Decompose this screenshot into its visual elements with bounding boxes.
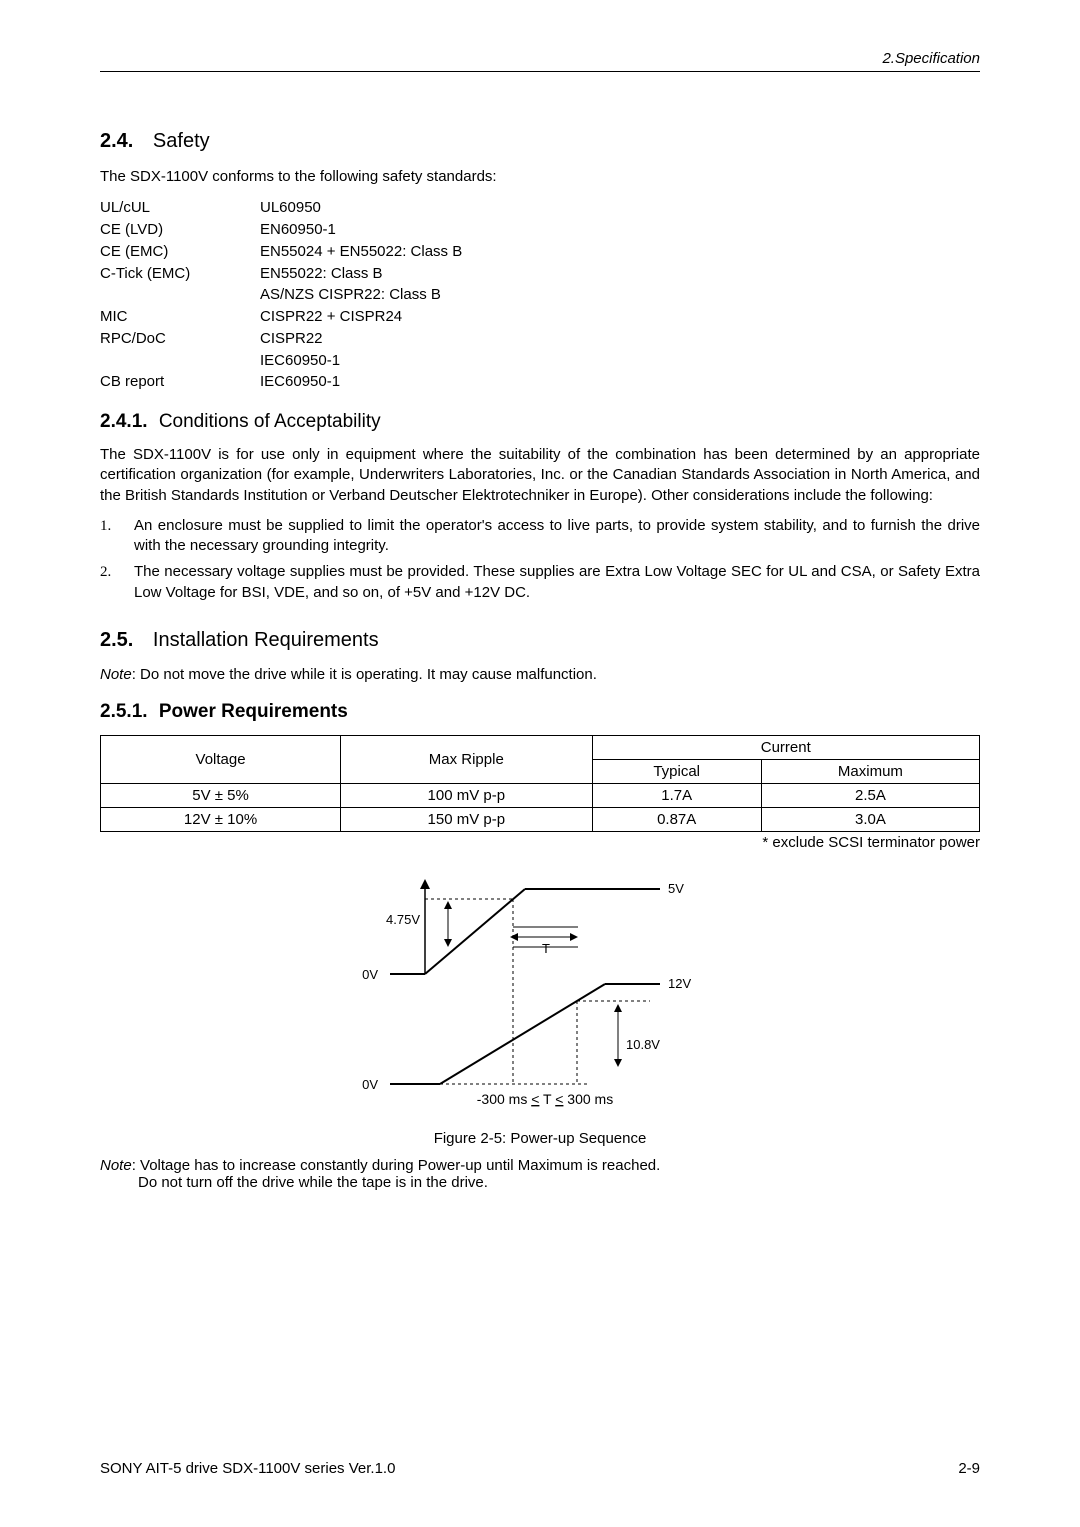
table-footnote: * exclude SCSI terminator power xyxy=(100,834,980,851)
safety-row: CB reportIEC60950-1 xyxy=(100,371,980,393)
label-0v-upper: 0V xyxy=(362,967,378,982)
safety-row: C-Tick (EMC)EN55022: Class B xyxy=(100,263,980,285)
cell-typical: 0.87A xyxy=(592,807,761,831)
section-2-5-heading: 2.5. Installation Requirements xyxy=(100,629,980,652)
safety-value: CISPR22 xyxy=(260,328,980,350)
section-title: Installation Requirements xyxy=(153,629,379,651)
col-voltage: Voltage xyxy=(101,735,341,783)
section-number: 2.5.1. xyxy=(100,701,148,723)
note-label: Note xyxy=(100,1157,132,1174)
safety-row: UL/cULUL60950 xyxy=(100,197,980,219)
label-5v: 5V xyxy=(668,881,684,896)
safety-label: CB report xyxy=(100,371,260,393)
conditions-list: 1.An enclosure must be supplied to limit… xyxy=(100,516,980,603)
cell-ripple: 100 mV p-p xyxy=(341,783,592,807)
chapter-header: 2.Specification xyxy=(100,50,980,72)
label-range: -300 ms < T < 300 ms xyxy=(477,1091,613,1107)
page-footer: SONY AIT-5 drive SDX-1100V series Ver.1.… xyxy=(100,1460,980,1477)
safety-label: MIC xyxy=(100,306,260,328)
power-up-figure: 0V 5V 4.75V T 0V 12V 10.8 xyxy=(100,869,980,1147)
section-2-4-1-heading: 2.4.1. Conditions of Acceptability xyxy=(100,411,980,433)
safety-row: IEC60950-1 xyxy=(100,350,980,372)
safety-row: CE (LVD)EN60950-1 xyxy=(100,219,980,241)
conditions-paragraph: The SDX-1100V is for use only in equipme… xyxy=(100,445,980,506)
label-0v-lower: 0V xyxy=(362,1077,378,1092)
safety-value: EN60950-1 xyxy=(260,219,980,241)
figure-caption: Figure 2-5: Power-up Sequence xyxy=(100,1130,980,1147)
col-ripple: Max Ripple xyxy=(341,735,592,783)
col-maximum: Maximum xyxy=(761,759,979,783)
cell-maximum: 3.0A xyxy=(761,807,979,831)
safety-label xyxy=(100,284,260,306)
footer-right: 2-9 xyxy=(958,1460,980,1477)
safety-row: AS/NZS CISPR22: Class B xyxy=(100,284,980,306)
section-title: Safety xyxy=(153,130,210,152)
section-2-4-heading: 2.4. Safety xyxy=(100,130,980,153)
safety-label: RPC/DoC xyxy=(100,328,260,350)
footer-left: SONY AIT-5 drive SDX-1100V series Ver.1.… xyxy=(100,1460,395,1477)
safety-row: MICCISPR22 + CISPR24 xyxy=(100,306,980,328)
col-current: Current xyxy=(592,735,980,759)
cell-typical: 1.7A xyxy=(592,783,761,807)
note-label: Note xyxy=(100,666,132,683)
safety-value: CISPR22 + CISPR24 xyxy=(260,306,980,328)
safety-value: EN55022: Class B xyxy=(260,263,980,285)
label-4-75v: 4.75V xyxy=(386,912,420,927)
label-10-8v: 10.8V xyxy=(626,1037,660,1052)
power-up-sequence-svg: 0V 5V 4.75V T 0V 12V 10.8 xyxy=(330,869,750,1119)
safety-value: AS/NZS CISPR22: Class B xyxy=(260,284,980,306)
list-text: An enclosure must be supplied to limit t… xyxy=(134,516,980,557)
safety-value: IEC60950-1 xyxy=(260,350,980,372)
installation-note: Note: Do not move the drive while it is … xyxy=(100,666,980,683)
section-number: 2.4. xyxy=(100,130,133,153)
section-title: Conditions of Acceptability xyxy=(159,411,381,432)
note-line-1: : Voltage has to increase constantly dur… xyxy=(132,1157,661,1174)
list-text: The necessary voltage supplies must be p… xyxy=(134,562,980,603)
safety-value: UL60950 xyxy=(260,197,980,219)
voltage-note: Note: Voltage has to increase constantly… xyxy=(100,1157,980,1191)
safety-intro: The SDX-1100V conforms to the following … xyxy=(100,167,980,187)
power-requirements-table: Voltage Max Ripple Current Typical Maxim… xyxy=(100,735,980,832)
note-text: : Do not move the drive while it is oper… xyxy=(132,666,597,683)
safety-standards-list: UL/cULUL60950CE (LVD)EN60950-1CE (EMC)EN… xyxy=(100,197,980,393)
safety-label: C-Tick (EMC) xyxy=(100,263,260,285)
list-marker: 1. xyxy=(100,516,134,557)
section-2-5-1-heading: 2.5.1. Power Requirements xyxy=(100,701,980,723)
safety-label: UL/cUL xyxy=(100,197,260,219)
safety-label: CE (LVD) xyxy=(100,219,260,241)
cell-ripple: 150 mV p-p xyxy=(341,807,592,831)
safety-row: RPC/DoCCISPR22 xyxy=(100,328,980,350)
table-row: 12V ± 10%150 mV p-p0.87A3.0A xyxy=(101,807,980,831)
list-item: 2.The necessary voltage supplies must be… xyxy=(100,562,980,603)
safety-label xyxy=(100,350,260,372)
safety-value: EN55024 + EN55022: Class B xyxy=(260,241,980,263)
cell-maximum: 2.5A xyxy=(761,783,979,807)
cell-voltage: 12V ± 10% xyxy=(101,807,341,831)
note-line-2: Do not turn off the drive while the tape… xyxy=(138,1174,488,1191)
safety-row: CE (EMC)EN55024 + EN55022: Class B xyxy=(100,241,980,263)
safety-value: IEC60950-1 xyxy=(260,371,980,393)
label-12v: 12V xyxy=(668,976,691,991)
list-item: 1.An enclosure must be supplied to limit… xyxy=(100,516,980,557)
section-title: Power Requirements xyxy=(159,701,348,722)
section-number: 2.5. xyxy=(100,629,133,652)
table-row: 5V ± 5%100 mV p-p1.7A2.5A xyxy=(101,783,980,807)
cell-voltage: 5V ± 5% xyxy=(101,783,341,807)
col-typical: Typical xyxy=(592,759,761,783)
safety-label: CE (EMC) xyxy=(100,241,260,263)
section-number: 2.4.1. xyxy=(100,411,148,433)
label-t: T xyxy=(542,941,550,956)
list-marker: 2. xyxy=(100,562,134,603)
